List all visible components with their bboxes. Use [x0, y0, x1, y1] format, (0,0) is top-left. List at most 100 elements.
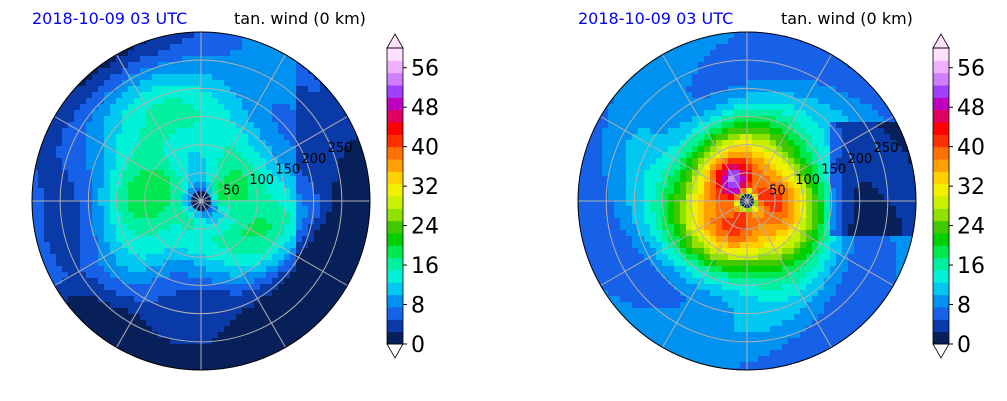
wind-cell — [80, 320, 87, 327]
wind-cell — [242, 308, 249, 315]
wind-cell — [800, 224, 807, 231]
wind-cell — [896, 254, 903, 261]
wind-cell — [146, 230, 153, 237]
wind-cell — [332, 266, 339, 273]
wind-cell — [710, 44, 717, 51]
wind-cell — [128, 260, 135, 267]
wind-cell — [362, 194, 369, 201]
wind-cell — [806, 122, 813, 129]
wind-cell — [236, 206, 243, 213]
wind-cell — [620, 176, 627, 183]
wind-cell — [788, 140, 795, 147]
wind-cell — [236, 218, 243, 225]
wind-cell — [122, 206, 129, 213]
wind-cell — [722, 74, 729, 81]
wind-cell — [254, 134, 261, 141]
wind-cell — [686, 134, 693, 141]
wind-cell — [776, 44, 783, 51]
wind-cell — [332, 272, 339, 279]
wind-cell — [824, 44, 831, 51]
wind-cell — [884, 254, 891, 261]
wind-cell — [752, 50, 759, 57]
wind-cell — [50, 290, 57, 297]
wind-cell — [644, 182, 651, 189]
wind-cell — [848, 266, 855, 273]
wind-cell — [800, 128, 807, 135]
wind-cell — [104, 296, 111, 303]
wind-cell — [44, 158, 51, 165]
wind-cell — [320, 290, 327, 297]
wind-cell — [236, 74, 243, 81]
wind-cell — [836, 122, 843, 129]
wind-cell — [116, 302, 123, 309]
wind-cell — [218, 56, 225, 63]
wind-cell — [854, 206, 861, 213]
wind-cell — [788, 224, 795, 231]
wind-cell — [854, 152, 861, 159]
wind-cell — [296, 158, 303, 165]
wind-cell — [242, 320, 249, 327]
wind-cell — [104, 74, 111, 81]
colorbar-swatch — [387, 233, 403, 246]
wind-cell — [62, 140, 69, 147]
wind-cell — [320, 140, 327, 147]
wind-cell — [284, 266, 291, 273]
wind-cell — [140, 176, 147, 183]
wind-cell — [284, 242, 291, 249]
wind-cell — [836, 176, 843, 183]
wind-cell — [896, 164, 903, 171]
wind-cell — [326, 152, 333, 159]
wind-cell — [872, 290, 879, 297]
wind-cell — [302, 338, 309, 345]
wind-cell — [650, 278, 657, 285]
wind-cell — [50, 266, 57, 273]
wind-cell — [758, 38, 765, 45]
wind-cell — [728, 254, 735, 261]
wind-cell — [236, 128, 243, 135]
wind-cell — [164, 356, 171, 363]
wind-cell — [758, 230, 765, 237]
wind-cell — [248, 50, 255, 57]
wind-cell — [266, 122, 273, 129]
wind-cell — [248, 248, 255, 255]
wind-cell — [56, 182, 63, 189]
wind-cell — [644, 290, 651, 297]
wind-cell — [272, 140, 279, 147]
wind-cell — [74, 284, 81, 291]
wind-cell — [764, 242, 771, 249]
wind-cell — [896, 242, 903, 249]
wind-cell — [224, 284, 231, 291]
wind-cell — [638, 74, 645, 81]
wind-cell — [200, 110, 207, 117]
wind-cell — [98, 266, 105, 273]
wind-cell — [806, 194, 813, 201]
wind-cell — [182, 242, 189, 249]
wind-cell — [824, 212, 831, 219]
wind-cell — [692, 206, 699, 213]
wind-cell — [104, 302, 111, 309]
wind-cell — [176, 98, 183, 105]
wind-cell — [248, 92, 255, 99]
wind-cell — [896, 116, 903, 123]
wind-cell — [284, 170, 291, 177]
wind-cell — [32, 146, 39, 153]
wind-cell — [284, 200, 291, 207]
wind-cell — [128, 164, 135, 171]
wind-cell — [674, 170, 681, 177]
wind-cell — [230, 242, 237, 249]
wind-cell — [908, 260, 915, 267]
wind-cell — [116, 308, 123, 315]
wind-cell — [218, 236, 225, 243]
wind-cell — [644, 296, 651, 303]
wind-cell — [674, 176, 681, 183]
wind-cell — [68, 260, 75, 267]
wind-cell — [350, 260, 357, 267]
wind-cell — [212, 320, 219, 327]
wind-cell — [764, 266, 771, 273]
wind-cell — [344, 104, 351, 111]
wind-cell — [890, 170, 897, 177]
wind-cell — [236, 338, 243, 345]
wind-cell — [596, 182, 603, 189]
wind-cell — [218, 254, 225, 261]
wind-cell — [644, 218, 651, 225]
